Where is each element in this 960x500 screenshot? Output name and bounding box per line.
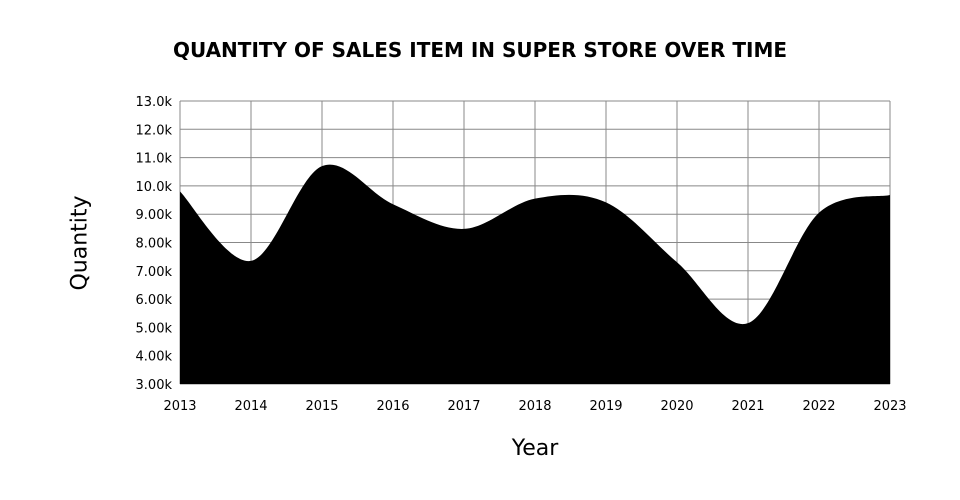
x-tick-label: 2016 [376,399,409,414]
x-tick-label: 2017 [447,399,480,414]
x-tick-label: 2020 [660,399,693,414]
y-tick-label: 7.00k [136,265,173,280]
area-series-quantity [180,164,890,384]
y-tick-label: 6.00k [136,293,173,308]
x-tick-label: 2013 [163,399,196,414]
y-tick-label: 8.00k [136,237,173,252]
y-tick-label: 10.0k [136,180,173,195]
x-tick-label: 2018 [518,399,551,414]
y-tick-label: 9.00k [136,208,173,223]
y-tick-label: 12.0k [136,123,173,138]
x-tick-label: 2019 [589,399,622,414]
x-tick-label: 2021 [731,399,764,414]
y-tick-label: 11.0k [136,152,173,167]
y-tick-label: 3.00k [136,378,173,393]
x-tick-label: 2014 [234,399,267,414]
x-tick-label: 2015 [305,399,338,414]
x-tick-label: 2022 [802,399,835,414]
x-axis-label: Year [511,436,559,461]
y-tick-label: 13.0k [136,95,173,110]
chart-title: QUANTITY OF SALES ITEM IN SUPER STORE OV… [172,38,788,62]
y-axis-label: Quantity [67,195,93,291]
y-tick-label: 5.00k [136,321,173,336]
y-tick-label: 4.00k [136,350,173,365]
x-tick-label: 2023 [873,399,906,414]
